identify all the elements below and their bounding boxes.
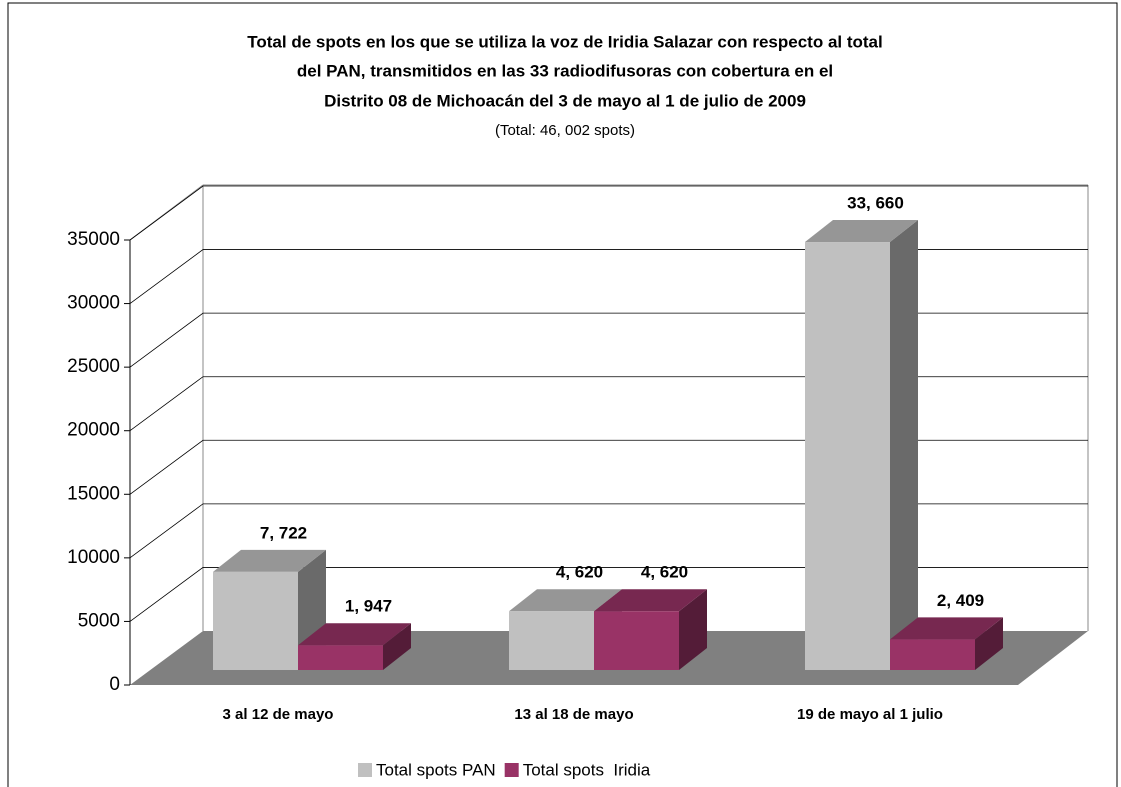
chart-title: Distrito 08 de Michoacán del 3 de mayo a… — [324, 91, 806, 110]
grid-line — [129, 503, 1088, 559]
bar-side — [890, 220, 918, 670]
bar-side — [975, 617, 1003, 670]
bar-top — [213, 549, 326, 572]
bar-top — [509, 589, 622, 612]
bar — [213, 571, 298, 670]
y-tick-label: 20000 — [67, 420, 120, 441]
bar — [805, 242, 890, 670]
value-label: 7, 722 — [260, 523, 307, 542]
y-tick-label: 25000 — [67, 356, 120, 377]
grid-line — [129, 376, 1088, 432]
bar — [890, 639, 975, 670]
value-label: 4, 620 — [641, 563, 688, 582]
chart-subtitle: (Total: 46, 002 spots) — [495, 122, 635, 139]
grid-line — [129, 312, 1088, 368]
x-tick-label: 3 al 12 de mayo — [223, 706, 334, 723]
grid-line — [129, 439, 1088, 495]
bar-top — [298, 623, 411, 646]
bar — [509, 611, 594, 670]
value-label: 2, 409 — [937, 591, 984, 610]
bar — [594, 611, 679, 670]
x-tick-label: 19 de mayo al 1 julio — [797, 706, 943, 723]
chart-title: del PAN, transmitidos en las 33 radiodif… — [297, 61, 833, 80]
grid-line — [129, 185, 1088, 241]
legend-swatch — [504, 763, 519, 777]
grid-line — [129, 567, 1088, 622]
legend-label: Total spots PAN — [376, 760, 496, 779]
grid-line — [129, 249, 1088, 304]
y-tick-label: 30000 — [67, 293, 120, 314]
legend-swatch — [358, 763, 372, 777]
y-tick-label: 5000 — [78, 610, 120, 631]
y-tick-label: 10000 — [67, 547, 120, 568]
bar-top — [805, 220, 918, 243]
value-label: 4, 620 — [556, 563, 603, 582]
y-tick-label: 0 — [109, 674, 120, 695]
bar-side — [383, 623, 411, 670]
bar-top — [594, 589, 707, 612]
bar-side — [679, 589, 707, 670]
y-tick-label: 15000 — [67, 483, 120, 504]
x-tick-label: 13 al 18 de mayo — [514, 706, 633, 723]
bar — [298, 645, 383, 670]
value-label: 33, 660 — [847, 194, 904, 213]
value-label: 1, 947 — [345, 597, 392, 616]
y-tick-label: 35000 — [67, 229, 120, 250]
bar-top — [890, 617, 1003, 640]
chart-title: Total de spots en los que se utiliza la … — [247, 32, 882, 51]
legend-label: Total spots Iridia — [523, 760, 651, 779]
